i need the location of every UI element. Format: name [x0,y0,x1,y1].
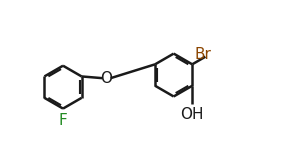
Text: O: O [100,71,112,86]
Text: OH: OH [180,107,204,122]
Text: Br: Br [195,47,212,62]
Text: F: F [59,113,67,128]
